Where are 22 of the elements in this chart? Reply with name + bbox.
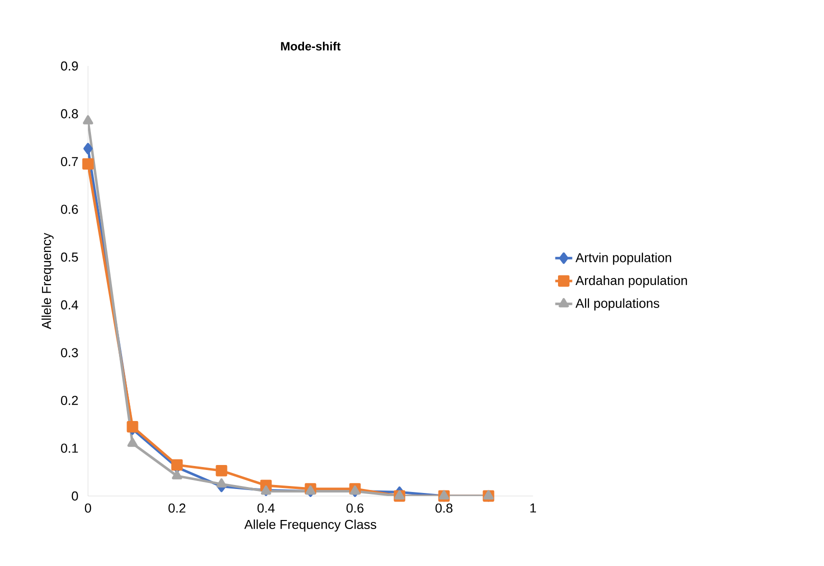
x-tick-label: 0.2 — [168, 504, 186, 513]
x-tick-label: 1 — [530, 504, 536, 512]
y-tick-label: 0.8 — [60, 109, 78, 118]
y-axis-title: Allele Frequency — [42, 232, 54, 330]
x-tick-label: 0 — [84, 504, 92, 513]
legend-label: All populations — [576, 298, 660, 310]
x-axis-title: Allele Frequency Class — [244, 520, 376, 532]
y-tick-label: 0.3 — [60, 348, 78, 358]
legend-label: Artvin population — [576, 252, 672, 265]
x-tick-label: 0.8 — [436, 504, 452, 513]
chart-title: Mode-shift — [281, 42, 341, 50]
x-tick-label: 0.4 — [258, 504, 275, 513]
legend-label: Ardahan population — [576, 276, 687, 288]
y-tick-label: 0.4 — [60, 300, 78, 310]
y-tick-label: 0 — [72, 491, 78, 501]
y-tick-label: 0.9 — [60, 61, 78, 71]
y-tick-label: 0.6 — [60, 204, 78, 214]
y-tick-label: 0.5 — [60, 252, 78, 262]
y-tick-label: 0.1 — [60, 444, 78, 453]
y-tick-label: 0.7 — [60, 156, 78, 166]
x-tick-label: 0.6 — [346, 504, 364, 513]
y-tick-label: 0.2 — [60, 396, 78, 406]
